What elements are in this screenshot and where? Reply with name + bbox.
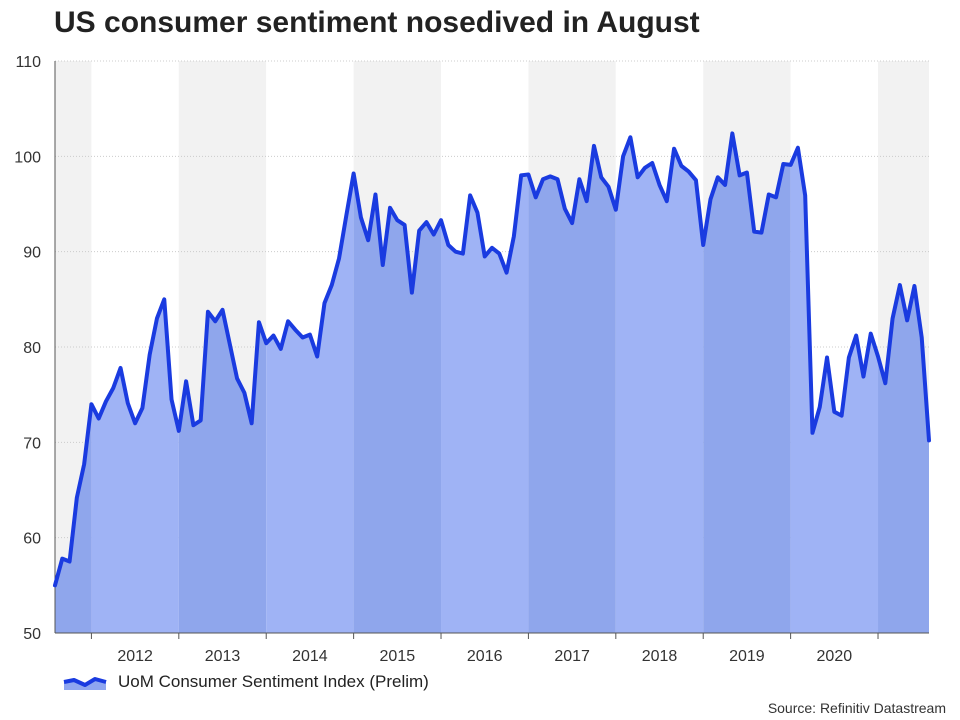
y-tick-label: 110 [15,54,41,71]
x-tick-label: 2017 [554,648,590,665]
x-tick-marks [90,633,879,639]
y-tick-label: 50 [23,626,41,643]
legend: UoM Consumer Sentiment Index (Prelim) [62,672,429,692]
x-tick-label: 2013 [205,648,241,665]
legend-label: UoM Consumer Sentiment Index (Prelim) [118,672,429,691]
x-tick-label: 2014 [292,648,328,665]
y-tick-label: 90 [23,245,41,262]
area-band [615,133,704,633]
y-tick-label: 60 [23,531,41,548]
x-tick-label: 2016 [467,648,503,665]
x-tick-label: 2015 [380,648,416,665]
x-tick-labels: 2012 2013 2014 2015 2016 2017 2018 2019 2020 [117,648,852,665]
y-tick-labels: 50 60 70 80 90 100 110 [14,54,41,643]
y-tick-label: 70 [23,435,41,452]
x-tick-label: 2018 [642,648,678,665]
y-tick-label: 80 [23,340,41,357]
area-band [703,133,791,633]
x-tick-label: 2012 [117,648,153,665]
x-tick-label: 2020 [817,648,853,665]
source-note: Source: Refinitiv Datastream [767,700,946,716]
area-fill [55,133,929,633]
y-tick-label: 100 [14,149,41,166]
legend-swatch [63,677,107,690]
chart-title: US consumer sentiment nosedived in Augus… [54,6,700,39]
series-line [53,131,931,588]
x-tick-label: 2019 [729,648,765,665]
